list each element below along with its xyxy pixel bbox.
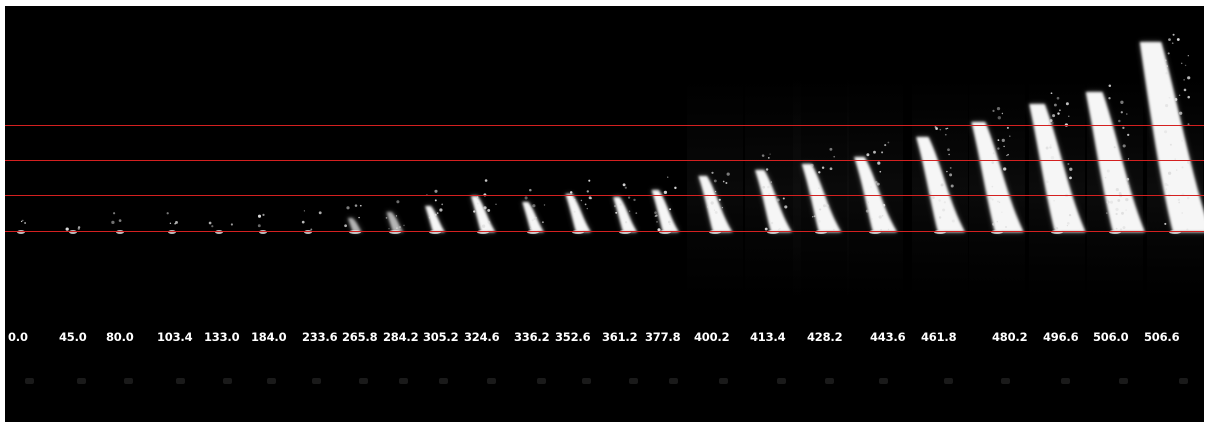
time-label: 377.8 [645, 330, 681, 344]
reference-line-4 [5, 231, 1204, 232]
time-label: 361.2 [602, 330, 638, 344]
faint-frame-marker [25, 378, 34, 384]
time-label: 103.4 [157, 330, 193, 344]
faint-frame-marker [719, 378, 728, 384]
time-label: 336.2 [514, 330, 550, 344]
time-label: 265.8 [342, 330, 378, 344]
frame-panel [745, 76, 801, 301]
faint-frame-numbers [5, 378, 1204, 392]
faint-frame-marker [669, 378, 678, 384]
faint-frame-marker [582, 378, 591, 384]
frame-panel [687, 76, 743, 301]
faint-frame-marker [825, 378, 834, 384]
time-label: 184.0 [251, 330, 287, 344]
plume [1139, 33, 1204, 234]
faint-frame-marker [267, 378, 276, 384]
time-label: 133.0 [204, 330, 240, 344]
plume [522, 188, 546, 234]
time-label: 480.2 [992, 330, 1028, 344]
faint-frame-marker [399, 378, 408, 384]
discharge-plumes [17, 33, 1204, 234]
time-label: 496.6 [1043, 330, 1079, 344]
faint-frame-marker [1119, 378, 1128, 384]
time-label: 428.2 [807, 330, 843, 344]
plume [344, 204, 363, 234]
time-label: 506.0 [1093, 330, 1129, 344]
time-label: 233.6 [302, 330, 338, 344]
plume [425, 189, 446, 234]
plume [613, 183, 638, 234]
plume [208, 221, 233, 234]
time-label: 400.2 [694, 330, 730, 344]
time-label: 506.6 [1144, 330, 1180, 344]
time-label: 443.6 [870, 330, 906, 344]
plume [1085, 84, 1145, 234]
plume [854, 141, 898, 234]
reference-line-1 [5, 125, 1204, 126]
faint-frame-marker [537, 378, 546, 384]
plume [470, 179, 497, 234]
time-label: 305.2 [423, 330, 459, 344]
faint-frame-marker [777, 378, 786, 384]
faint-frame-marker [77, 378, 86, 384]
plume [651, 176, 680, 234]
time-label: 413.4 [750, 330, 786, 344]
faint-frame-marker [629, 378, 638, 384]
faint-frame-marker [312, 378, 321, 384]
plume [385, 200, 405, 234]
plume [698, 171, 733, 234]
faint-frame-marker [1061, 378, 1070, 384]
time-label: 324.6 [464, 330, 500, 344]
plume [971, 106, 1024, 234]
time-label: 0.0 [8, 330, 28, 344]
faint-frame-marker [1001, 378, 1010, 384]
discharge-image-sequence [17, 33, 1204, 301]
plume [565, 179, 593, 234]
time-label: 80.0 [106, 330, 134, 344]
time-label: 284.2 [383, 330, 419, 344]
faint-frame-marker [176, 378, 185, 384]
time-label: 45.0 [59, 330, 87, 344]
faint-frame-marker [879, 378, 888, 384]
faint-frame-marker [223, 378, 232, 384]
faint-frame-marker [1179, 378, 1188, 384]
time-label-row: 0.0 45.0 80.0 103.4 133.0 184.0 233.6 26… [5, 330, 1204, 350]
image-sequence-frame: 0.0 45.0 80.0 103.4 133.0 184.0 233.6 26… [5, 6, 1204, 422]
time-label: 352.6 [555, 330, 591, 344]
reference-line-3 [5, 195, 1204, 196]
reference-line-2 [5, 160, 1204, 161]
faint-frame-marker [439, 378, 448, 384]
faint-frame-marker [359, 378, 368, 384]
faint-frame-marker [944, 378, 953, 384]
faint-frame-marker [124, 378, 133, 384]
faint-frame-marker [487, 378, 496, 384]
time-label: 461.8 [921, 330, 957, 344]
